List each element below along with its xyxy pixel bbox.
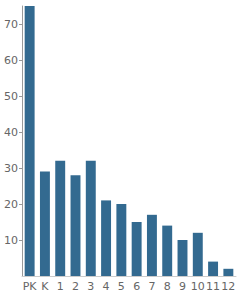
svg-text:6: 6 bbox=[133, 280, 140, 293]
svg-text:5: 5 bbox=[118, 280, 125, 293]
svg-text:7: 7 bbox=[148, 280, 155, 293]
svg-text:70: 70 bbox=[4, 18, 18, 31]
svg-text:30: 30 bbox=[4, 162, 18, 175]
svg-text:50: 50 bbox=[4, 90, 18, 103]
svg-text:20: 20 bbox=[4, 198, 18, 211]
svg-text:10: 10 bbox=[4, 234, 18, 247]
svg-text:2: 2 bbox=[72, 280, 79, 293]
svg-text:8: 8 bbox=[164, 280, 171, 293]
svg-text:10: 10 bbox=[191, 280, 205, 293]
svg-text:40: 40 bbox=[4, 126, 18, 139]
svg-text:12: 12 bbox=[221, 280, 235, 293]
svg-text:1: 1 bbox=[57, 280, 64, 293]
svg-text:60: 60 bbox=[4, 54, 18, 67]
svg-text:K: K bbox=[41, 280, 49, 293]
svg-text:4: 4 bbox=[103, 280, 110, 293]
svg-text:PK: PK bbox=[23, 280, 38, 293]
svg-text:11: 11 bbox=[206, 280, 220, 293]
svg-text:3: 3 bbox=[87, 280, 94, 293]
svg-text:9: 9 bbox=[179, 280, 186, 293]
